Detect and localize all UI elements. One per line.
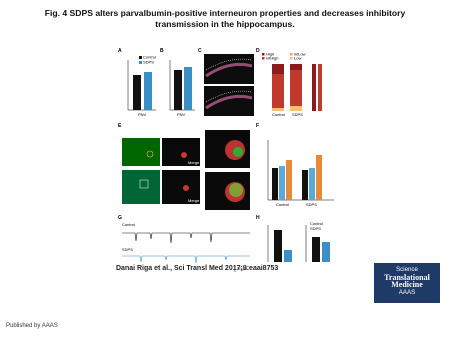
panel-e: E Merge Merge: [118, 123, 250, 210]
axis-label: Control: [272, 112, 285, 117]
panel-letter: C: [198, 48, 202, 54]
panel-g: G Control SDPS 20 pA: [118, 215, 250, 272]
panel-letter: D: [256, 48, 260, 54]
panel-letter: F: [256, 123, 259, 129]
legend: High: [266, 52, 274, 57]
axis-label: SDPS: [292, 112, 303, 117]
panel-letter: G: [118, 215, 122, 221]
trace-label: SDPS: [122, 247, 133, 252]
title: Fig. 4 SDPS alters parvalbumin-positive …: [44, 8, 406, 29]
legend: Low: [294, 56, 301, 61]
footer: Published by AAAS: [6, 323, 58, 329]
legend: SDPS: [310, 226, 321, 231]
panel-f: F Control SDPS: [256, 123, 334, 207]
panel-c: C: [198, 48, 254, 116]
legend: Control: [310, 221, 323, 226]
panel-letter: E: [118, 123, 122, 129]
legend: intHigh: [266, 56, 278, 61]
legend: SDPS: [143, 60, 154, 65]
legend: Control: [143, 55, 156, 60]
scale-label: 20 pA: [237, 266, 248, 271]
panel-a: A Control SDPS PNV: [118, 48, 156, 117]
citation: Danai Riga et al., Sci Transl Med 2017;9…: [116, 265, 279, 272]
panel-h: H Control SDPS: [256, 215, 330, 262]
panel-letter: B: [160, 48, 164, 54]
panel-letter: H: [256, 215, 260, 221]
trace-label: Control: [122, 222, 135, 227]
image-label: Merge: [188, 198, 200, 203]
logo-text: Science: [395, 266, 418, 273]
journal-logo: Science Translational Medicine AAAS: [374, 263, 440, 303]
axis-label: Control: [276, 202, 289, 207]
axis-label: PNV: [177, 112, 186, 117]
axis-label: SDPS: [306, 202, 317, 207]
logo-text: Translational: [384, 272, 430, 282]
legend: intLow: [294, 52, 306, 57]
panel-d: D High intHigh intLow Low Control SDPS: [256, 48, 322, 117]
logo-text: AAAS: [398, 288, 416, 296]
axis-label: PNV: [138, 112, 147, 117]
panel-letter: A: [118, 48, 122, 54]
logo-text: Medicine: [391, 280, 423, 289]
image-label: Merge: [188, 160, 200, 165]
panel-b: B PNV: [160, 48, 195, 117]
